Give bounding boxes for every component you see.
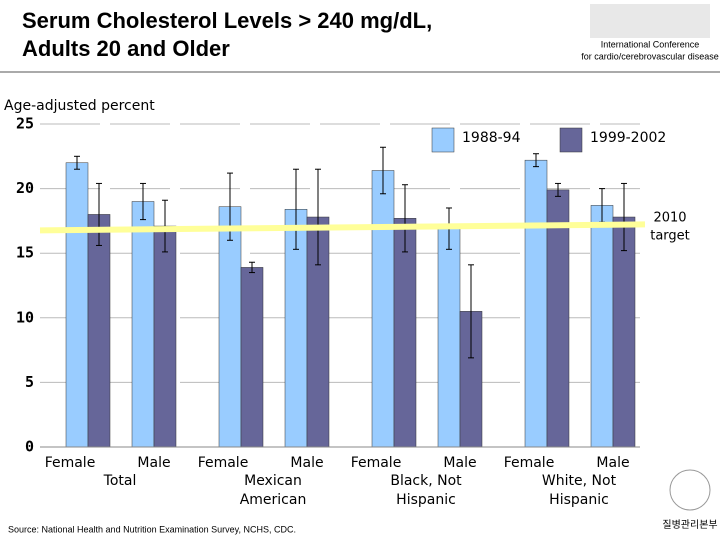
bar xyxy=(87,214,111,448)
bar xyxy=(153,225,177,448)
target-line xyxy=(39,221,646,234)
chart-title: Serum Cholesterol Levels > 240 mg/dL, xyxy=(22,8,432,33)
group-label: Mexican xyxy=(244,473,302,489)
legend-label: 1999-2002 xyxy=(590,130,666,146)
chart-title: Adults 20 and Older xyxy=(22,36,230,61)
bar xyxy=(131,201,155,448)
y-tick-label: 20 xyxy=(16,179,34,197)
bar xyxy=(612,216,636,448)
y-axis-label: Age-adjusted percent xyxy=(4,98,155,114)
x-tick-label: Male xyxy=(596,455,629,471)
target-label: target xyxy=(650,229,690,244)
y-tick-label: 5 xyxy=(25,373,34,391)
logo xyxy=(669,469,711,511)
x-tick-label: Female xyxy=(198,455,249,471)
source: Source: National Health and Nutrition Ex… xyxy=(8,524,296,534)
legend-label: 1988-94 xyxy=(462,130,521,146)
x-tick-label: Female xyxy=(351,455,402,471)
x-tick-label: Male xyxy=(290,455,323,471)
group-label: White, Not xyxy=(542,473,617,489)
x-tick-label: Female xyxy=(504,455,555,471)
bar xyxy=(546,189,570,448)
bar xyxy=(240,267,264,448)
y-tick-label: 0 xyxy=(25,438,34,456)
group-label: Total xyxy=(103,473,137,489)
bar xyxy=(393,218,417,448)
legend-swatch xyxy=(431,127,455,153)
target-label: 2010 xyxy=(653,211,686,226)
bar xyxy=(371,170,395,448)
y-tick-label: 15 xyxy=(16,244,34,262)
bar xyxy=(437,228,461,448)
group-label: Black, Not xyxy=(390,473,462,489)
bar xyxy=(524,159,548,448)
bar xyxy=(590,205,614,448)
y-tick-label: 25 xyxy=(16,115,34,133)
group-label: American xyxy=(240,492,307,508)
bar xyxy=(218,206,242,448)
logo xyxy=(590,4,710,38)
header-note: International Conference xyxy=(601,39,700,49)
legend-swatch xyxy=(559,127,583,153)
group-label: Hispanic xyxy=(549,492,609,508)
group-label: Hispanic xyxy=(396,492,456,508)
y-tick-label: 10 xyxy=(16,308,34,326)
x-tick-label: Male xyxy=(137,455,170,471)
x-tick-label: Female xyxy=(45,455,96,471)
x-tick-label: Male xyxy=(443,455,476,471)
logo-caption: 질병관리본부 xyxy=(662,519,717,531)
bar xyxy=(65,162,89,448)
header-note: for cardio/cerebrovascular disease xyxy=(581,51,719,61)
